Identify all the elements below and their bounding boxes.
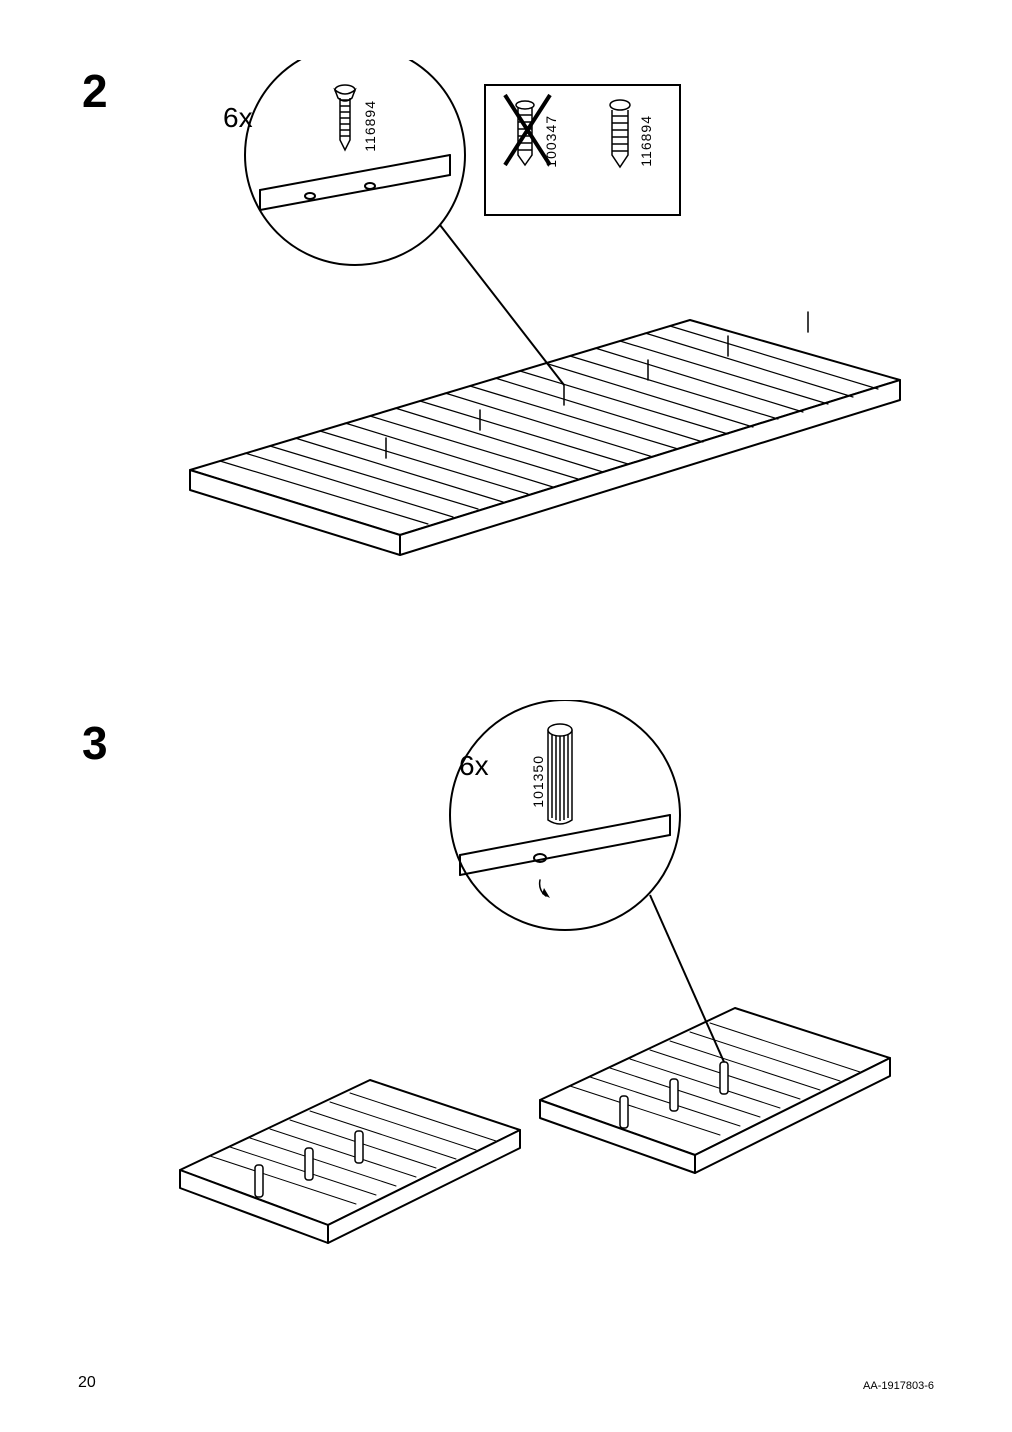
step-2-qty: 6x [223, 102, 253, 134]
page: 2 [0, 0, 1012, 1432]
step-3-number: 3 [82, 720, 108, 766]
step-3-dowel-id: 101350 [530, 755, 546, 808]
step-3-figure: 6x 101350 [140, 700, 930, 1260]
footer-doc-code: AA-1917803-6 [863, 1380, 934, 1392]
footer-page-number: 20 [78, 1374, 96, 1392]
step-2-number: 2 [82, 68, 108, 114]
step-2-compare-correct-id: 116894 [638, 115, 654, 167]
step-2-figure: 6x 116894 100347 116894 [160, 60, 920, 580]
step-2-screw-id: 116894 [362, 100, 378, 152]
step-3-qty: 6x [459, 750, 489, 782]
step-2-wrong-screw-id: 100347 [543, 115, 559, 168]
